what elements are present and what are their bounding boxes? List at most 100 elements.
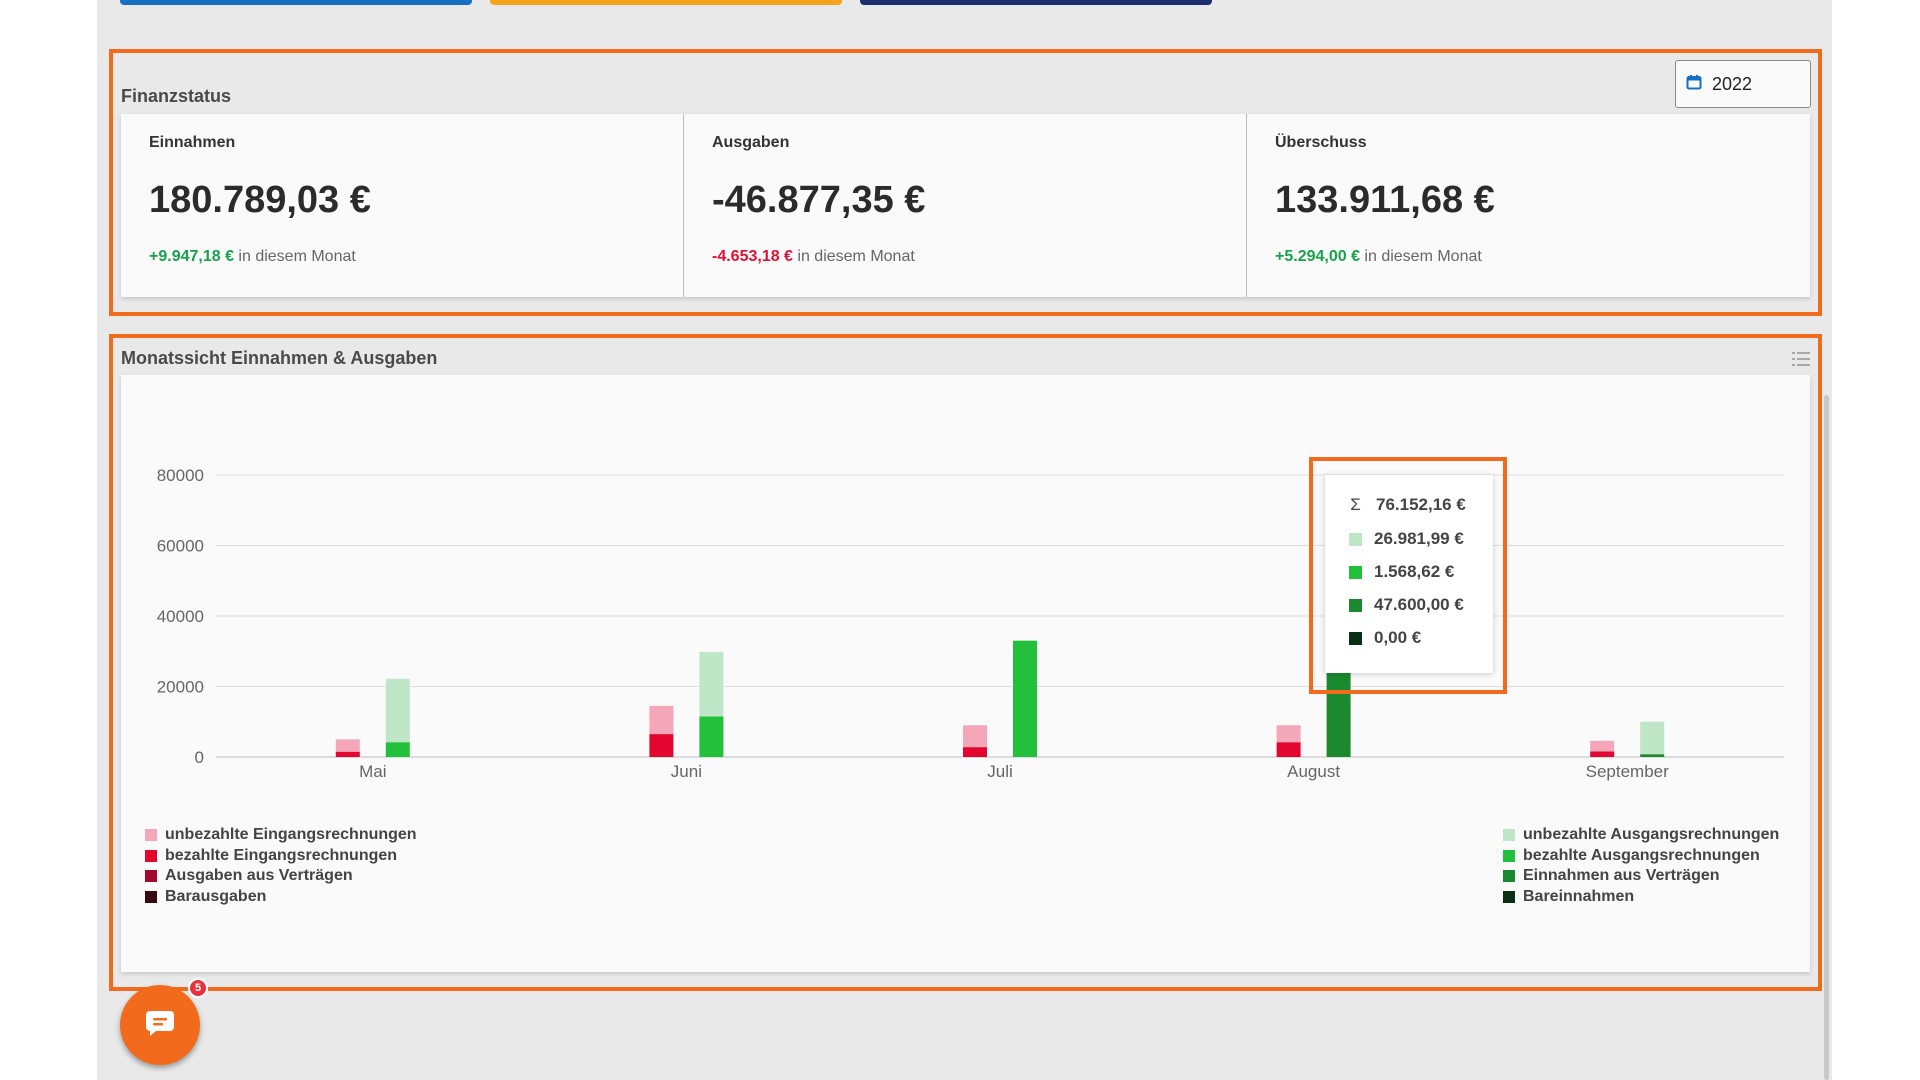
y-tick-label: 60000 bbox=[157, 537, 204, 556]
kpi-value: 180.789,03 € bbox=[149, 179, 371, 221]
bar-segment bbox=[963, 747, 987, 757]
legend-label: unbezahlte Eingangsrechnungen bbox=[165, 826, 417, 844]
legend-expenses: unbezahlte Eingangsrechnungen bezahlte E… bbox=[145, 825, 417, 907]
bar-segment bbox=[649, 734, 674, 757]
bar-segment bbox=[1590, 740, 1615, 752]
monthly-bar-chart: 0 20000 40000 60000 80000 Mai Juni Juli August Se… bbox=[157, 466, 1784, 781]
legend-swatch bbox=[1503, 890, 1515, 903]
kpi-delta-amount: +9.947,18 € bbox=[149, 248, 234, 265]
y-tick-label: 20000 bbox=[157, 678, 204, 697]
top-nav-button-navy[interactable] bbox=[860, 0, 1212, 5]
calendar-icon bbox=[1686, 74, 1702, 95]
kpi-delta-suffix: in diesem Monat bbox=[233, 248, 356, 265]
legend-item[interactable]: unbezahlte Ausgangsrechnungen bbox=[1503, 825, 1779, 846]
x-tick-label: Mai bbox=[359, 762, 386, 781]
kpi-delta: +9.947,18 € in diesem Monat bbox=[149, 248, 356, 266]
legend-item[interactable]: Bareinnahmen bbox=[1503, 887, 1779, 908]
chat-button[interactable] bbox=[120, 985, 200, 1065]
legend-label: Ausgaben aus Verträgen bbox=[165, 867, 353, 885]
legend-label: bezahlte Ausgangsrechnungen bbox=[1523, 846, 1760, 864]
tooltip-value: 0,00 € bbox=[1374, 628, 1422, 647]
legend-item[interactable]: Barausgaben bbox=[145, 887, 417, 908]
legend-item[interactable]: Ausgaben aus Verträgen bbox=[145, 866, 417, 887]
year-picker[interactable]: 2022 bbox=[1675, 60, 1811, 108]
legend-item[interactable]: bezahlte Eingangsrechnungen bbox=[145, 846, 417, 867]
bar-segment bbox=[385, 678, 410, 743]
list-menu-icon[interactable] bbox=[1792, 351, 1810, 372]
tooltip-row: 47.600,00 € bbox=[1349, 595, 1464, 615]
legend-income: unbezahlte Ausgangsrechnungen bezahlte A… bbox=[1503, 825, 1779, 907]
kpi-value: 133.911,68 € bbox=[1275, 179, 1495, 221]
tooltip-sum-value: 76.152,16 € bbox=[1376, 495, 1466, 514]
tooltip-value: 47.600,00 € bbox=[1374, 595, 1464, 614]
legend-label: unbezahlte Ausgangsrechnungen bbox=[1523, 826, 1780, 844]
x-tick-label: September bbox=[1586, 762, 1669, 781]
kpi-delta-suffix: in diesem Monat bbox=[792, 248, 915, 265]
x-tick-label: August bbox=[1287, 762, 1340, 781]
tooltip-swatch bbox=[1349, 631, 1362, 645]
finance-status-highlight bbox=[109, 49, 1822, 316]
kpi-delta: -4.653,18 € in diesem Monat bbox=[712, 248, 915, 266]
bar-segment bbox=[699, 716, 724, 757]
monthly-view-title: Monatssicht Einnahmen & Ausgaben bbox=[121, 348, 438, 368]
kpi-income: Einnahmen 180.789,03 € +9.947,18 € in di… bbox=[121, 114, 683, 297]
tooltip-row: 26.981,99 € bbox=[1349, 529, 1464, 549]
tooltip-row: 0,00 € bbox=[1349, 628, 1421, 648]
legend-label: bezahlte Eingangsrechnungen bbox=[165, 846, 398, 864]
bar-segment bbox=[1590, 751, 1615, 757]
finance-kpi-card: Einnahmen 180.789,03 € +9.947,18 € in di… bbox=[121, 114, 1810, 297]
y-tick-label: 0 bbox=[195, 748, 204, 767]
bar-segment bbox=[963, 725, 987, 748]
kpi-label: Einnahmen bbox=[149, 134, 236, 151]
top-nav-button-blue[interactable] bbox=[120, 0, 472, 5]
x-tick-label: Juni bbox=[671, 762, 702, 781]
y-tick-label: 40000 bbox=[157, 607, 204, 626]
bar-segment bbox=[335, 739, 360, 752]
year-value: 2022 bbox=[1712, 73, 1753, 94]
bar-segment bbox=[1276, 725, 1301, 743]
kpi-delta: +5.294,00 € in diesem Monat bbox=[1275, 248, 1482, 266]
kpi-delta-amount: +5.294,00 € bbox=[1275, 248, 1360, 265]
chat-icon bbox=[144, 1009, 176, 1042]
tooltip-value: 26.981,99 € bbox=[1374, 529, 1464, 548]
bar-segment bbox=[1640, 721, 1665, 755]
bar-segment bbox=[385, 742, 410, 757]
finance-status-title: Finanzstatus bbox=[121, 86, 232, 106]
legend-label: Bareinnahmen bbox=[1523, 887, 1635, 905]
kpi-delta-suffix: in diesem Monat bbox=[1359, 248, 1482, 265]
page-scrollbar[interactable] bbox=[1824, 395, 1829, 1080]
legend-swatch bbox=[145, 870, 157, 883]
bar-segment bbox=[699, 651, 724, 717]
tooltip-row: 1.568,62 € bbox=[1349, 562, 1454, 582]
tooltip-value: 1.568,62 € bbox=[1374, 562, 1455, 581]
tooltip-sum-row: Σ 76.152,16 € bbox=[1347, 495, 1466, 515]
tooltip-swatch bbox=[1349, 598, 1362, 612]
kpi-delta-amount: -4.653,18 € bbox=[712, 248, 793, 265]
legend-label: Barausgaben bbox=[165, 887, 267, 905]
tooltip-highlight bbox=[1309, 457, 1507, 694]
kpi-value: -46.877,35 € bbox=[712, 179, 926, 221]
legend-item[interactable]: unbezahlte Eingangsrechnungen bbox=[145, 825, 417, 846]
legend-item[interactable]: Einnahmen aus Verträgen bbox=[1503, 866, 1779, 887]
monthly-view-highlight bbox=[109, 334, 1822, 991]
chat-notification-badge: 5 bbox=[188, 978, 208, 998]
legend-label: Einnahmen aus Verträgen bbox=[1523, 867, 1720, 885]
tooltip-swatch bbox=[1349, 565, 1362, 579]
legend-swatch bbox=[1503, 849, 1515, 862]
bar-segment bbox=[1276, 742, 1301, 757]
x-tick-label: Juli bbox=[987, 762, 1013, 781]
kpi-label: Überschuss bbox=[1275, 134, 1367, 151]
legend-swatch bbox=[145, 829, 157, 842]
bar-segment bbox=[1013, 640, 1037, 757]
kpi-label: Ausgaben bbox=[712, 134, 790, 151]
top-nav-button-orange[interactable] bbox=[490, 0, 842, 5]
bar-segment bbox=[1640, 754, 1665, 757]
tooltip-swatch bbox=[1349, 532, 1362, 546]
y-tick-label: 80000 bbox=[157, 466, 204, 485]
legend-item[interactable]: bezahlte Ausgangsrechnungen bbox=[1503, 846, 1779, 867]
kpi-surplus: Überschuss 133.911,68 € +5.294,00 € in d… bbox=[1247, 114, 1810, 297]
kpi-divider bbox=[1246, 114, 1247, 297]
legend-swatch bbox=[1503, 870, 1515, 883]
chart-tooltip: Σ 76.152,16 € 26.981,99 € 1.568,62 € 47.6… bbox=[1325, 475, 1493, 673]
bar-segment bbox=[649, 705, 674, 735]
